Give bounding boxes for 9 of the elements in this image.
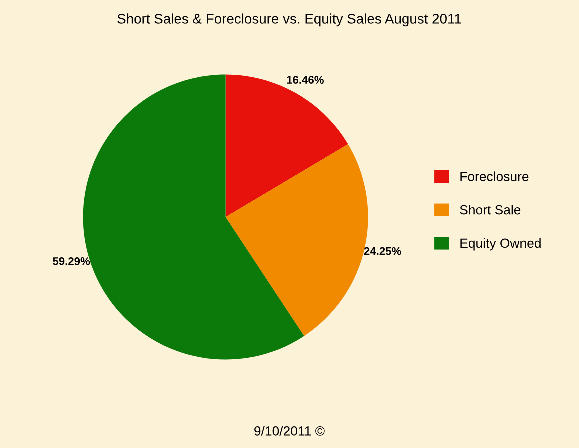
chart-title: Short Sales & Foreclosure vs. Equity Sales August 2011 [118, 14, 462, 27]
legend-label: Foreclosure [460, 172, 529, 182]
legend-label: Short Sale [460, 205, 521, 215]
pie-slice [226, 74, 348, 218]
text: 9/10/2011 © [254, 426, 325, 436]
legend-label: Equity Owned [460, 238, 541, 251]
data-label: 16.46% [287, 76, 324, 84]
data-label: 59.29% [53, 258, 90, 266]
data-label: 24.25% [364, 247, 402, 256]
